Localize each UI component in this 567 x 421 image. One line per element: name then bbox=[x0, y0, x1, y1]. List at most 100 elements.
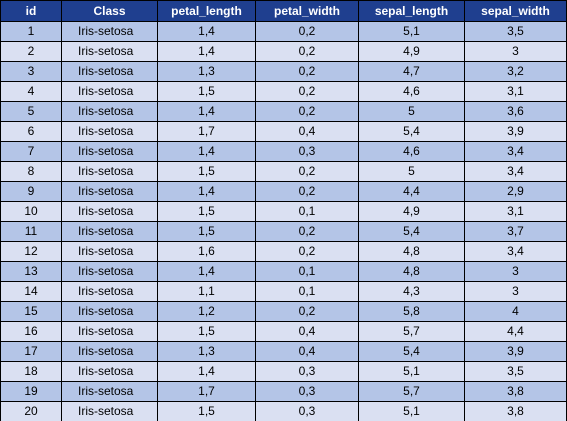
cell-sepal-length: 4,7 bbox=[358, 61, 465, 82]
cell-sepal-length: 5 bbox=[358, 161, 465, 182]
table-row: 16 Iris-setosa 1,5 0,4 5,7 4,4 bbox=[0, 321, 567, 342]
cell-sepal-width: 3,2 bbox=[464, 61, 567, 82]
cell-sepal-width: 3,6 bbox=[464, 101, 567, 122]
cell-class: Iris-setosa bbox=[61, 301, 158, 322]
cell-sepal-length: 5,4 bbox=[358, 341, 465, 362]
cell-id: 7 bbox=[0, 141, 62, 162]
cell-sepal-width: 3,9 bbox=[464, 121, 567, 142]
cell-sepal-width: 3,8 bbox=[464, 401, 567, 421]
cell-class: Iris-setosa bbox=[61, 381, 158, 402]
cell-class: Iris-setosa bbox=[61, 341, 158, 362]
table-row: 20 Iris-setosa 1,5 0,3 5,1 3,8 bbox=[0, 401, 567, 421]
table-body: 1 Iris-setosa 1,4 0,2 5,1 3,5 2 Iris-setosa 1,4 0… bbox=[0, 21, 567, 421]
cell-sepal-width: 3,4 bbox=[464, 241, 567, 262]
cell-petal-length: 1,4 bbox=[157, 181, 256, 202]
cell-petal-width: 0,3 bbox=[255, 141, 359, 162]
cell-petal-width: 0,1 bbox=[255, 261, 359, 282]
cell-petal-width: 0,3 bbox=[255, 401, 359, 421]
cell-petal-length: 1,5 bbox=[157, 221, 256, 242]
cell-petal-length: 1,5 bbox=[157, 81, 256, 102]
cell-class: Iris-setosa bbox=[61, 101, 158, 122]
table-row: 5 Iris-setosa 1,4 0,2 5 3,6 bbox=[0, 101, 567, 122]
cell-petal-length: 1,4 bbox=[157, 261, 256, 282]
cell-petal-width: 0,4 bbox=[255, 321, 359, 342]
cell-sepal-width: 3,8 bbox=[464, 381, 567, 402]
header-sepal-width: sepal_width bbox=[464, 0, 567, 22]
cell-class: Iris-setosa bbox=[61, 181, 158, 202]
cell-id: 8 bbox=[0, 161, 62, 182]
cell-id: 1 bbox=[0, 21, 62, 42]
cell-petal-width: 0,2 bbox=[255, 301, 359, 322]
cell-petal-width: 0,2 bbox=[255, 241, 359, 262]
cell-id: 20 bbox=[0, 401, 62, 421]
cell-id: 9 bbox=[0, 181, 62, 202]
table-row: 7 Iris-setosa 1,4 0,3 4,6 3,4 bbox=[0, 141, 567, 162]
cell-class: Iris-setosa bbox=[61, 81, 158, 102]
cell-petal-length: 1,4 bbox=[157, 41, 256, 62]
cell-sepal-length: 5,1 bbox=[358, 21, 465, 42]
cell-petal-length: 1,2 bbox=[157, 301, 256, 322]
cell-id: 6 bbox=[0, 121, 62, 142]
cell-petal-length: 1,4 bbox=[157, 361, 256, 382]
cell-petal-width: 0,1 bbox=[255, 281, 359, 302]
cell-id: 16 bbox=[0, 321, 62, 342]
cell-sepal-width: 3,9 bbox=[464, 341, 567, 362]
header-petal-width: petal_width bbox=[255, 0, 359, 22]
cell-sepal-width: 3,4 bbox=[464, 141, 567, 162]
cell-sepal-length: 4,4 bbox=[358, 181, 465, 202]
cell-id: 2 bbox=[0, 41, 62, 62]
cell-class: Iris-setosa bbox=[61, 401, 158, 421]
cell-class: Iris-setosa bbox=[61, 361, 158, 382]
cell-id: 12 bbox=[0, 241, 62, 262]
cell-petal-length: 1,3 bbox=[157, 61, 256, 82]
cell-id: 3 bbox=[0, 61, 62, 82]
table-row: 6 Iris-setosa 1,7 0,4 5,4 3,9 bbox=[0, 121, 567, 142]
table-row: 19 Iris-setosa 1,7 0,3 5,7 3,8 bbox=[0, 381, 567, 402]
table-row: 3 Iris-setosa 1,3 0,2 4,7 3,2 bbox=[0, 61, 567, 82]
cell-sepal-length: 5 bbox=[358, 101, 465, 122]
cell-sepal-width: 4 bbox=[464, 301, 567, 322]
header-id: id bbox=[0, 0, 62, 22]
header-row: id Class petal_length petal_width sepal_… bbox=[0, 0, 567, 22]
cell-sepal-length: 5,1 bbox=[358, 361, 465, 382]
cell-petal-width: 0,1 bbox=[255, 201, 359, 222]
cell-petal-width: 0,2 bbox=[255, 61, 359, 82]
cell-sepal-length: 4,8 bbox=[358, 261, 465, 282]
cell-sepal-width: 3 bbox=[464, 261, 567, 282]
cell-sepal-width: 3,1 bbox=[464, 201, 567, 222]
table-row: 1 Iris-setosa 1,4 0,2 5,1 3,5 bbox=[0, 21, 567, 42]
cell-petal-length: 1,4 bbox=[157, 101, 256, 122]
header-petal-length: petal_length bbox=[157, 0, 256, 22]
cell-class: Iris-setosa bbox=[61, 21, 158, 42]
cell-petal-width: 0,2 bbox=[255, 221, 359, 242]
cell-petal-width: 0,4 bbox=[255, 341, 359, 362]
cell-petal-length: 1,4 bbox=[157, 141, 256, 162]
cell-class: Iris-setosa bbox=[61, 201, 158, 222]
table-row: 8 Iris-setosa 1,5 0,2 5 3,4 bbox=[0, 161, 567, 182]
cell-class: Iris-setosa bbox=[61, 241, 158, 262]
cell-id: 10 bbox=[0, 201, 62, 222]
cell-sepal-length: 4,3 bbox=[358, 281, 465, 302]
cell-petal-width: 0,4 bbox=[255, 121, 359, 142]
cell-petal-width: 0,3 bbox=[255, 381, 359, 402]
cell-petal-length: 1,1 bbox=[157, 281, 256, 302]
cell-sepal-width: 3,1 bbox=[464, 81, 567, 102]
cell-class: Iris-setosa bbox=[61, 61, 158, 82]
cell-sepal-length: 4,6 bbox=[358, 141, 465, 162]
cell-sepal-length: 4,9 bbox=[358, 41, 465, 62]
cell-id: 17 bbox=[0, 341, 62, 362]
cell-class: Iris-setosa bbox=[61, 121, 158, 142]
cell-petal-length: 1,5 bbox=[157, 161, 256, 182]
table-row: 18 Iris-setosa 1,4 0,3 5,1 3,5 bbox=[0, 361, 567, 382]
cell-petal-length: 1,4 bbox=[157, 21, 256, 42]
cell-petal-length: 1,7 bbox=[157, 381, 256, 402]
cell-petal-length: 1,6 bbox=[157, 241, 256, 262]
cell-id: 13 bbox=[0, 261, 62, 282]
cell-petal-width: 0,3 bbox=[255, 361, 359, 382]
cell-class: Iris-setosa bbox=[61, 321, 158, 342]
cell-class: Iris-setosa bbox=[61, 161, 158, 182]
cell-sepal-width: 3,7 bbox=[464, 221, 567, 242]
cell-id: 19 bbox=[0, 381, 62, 402]
